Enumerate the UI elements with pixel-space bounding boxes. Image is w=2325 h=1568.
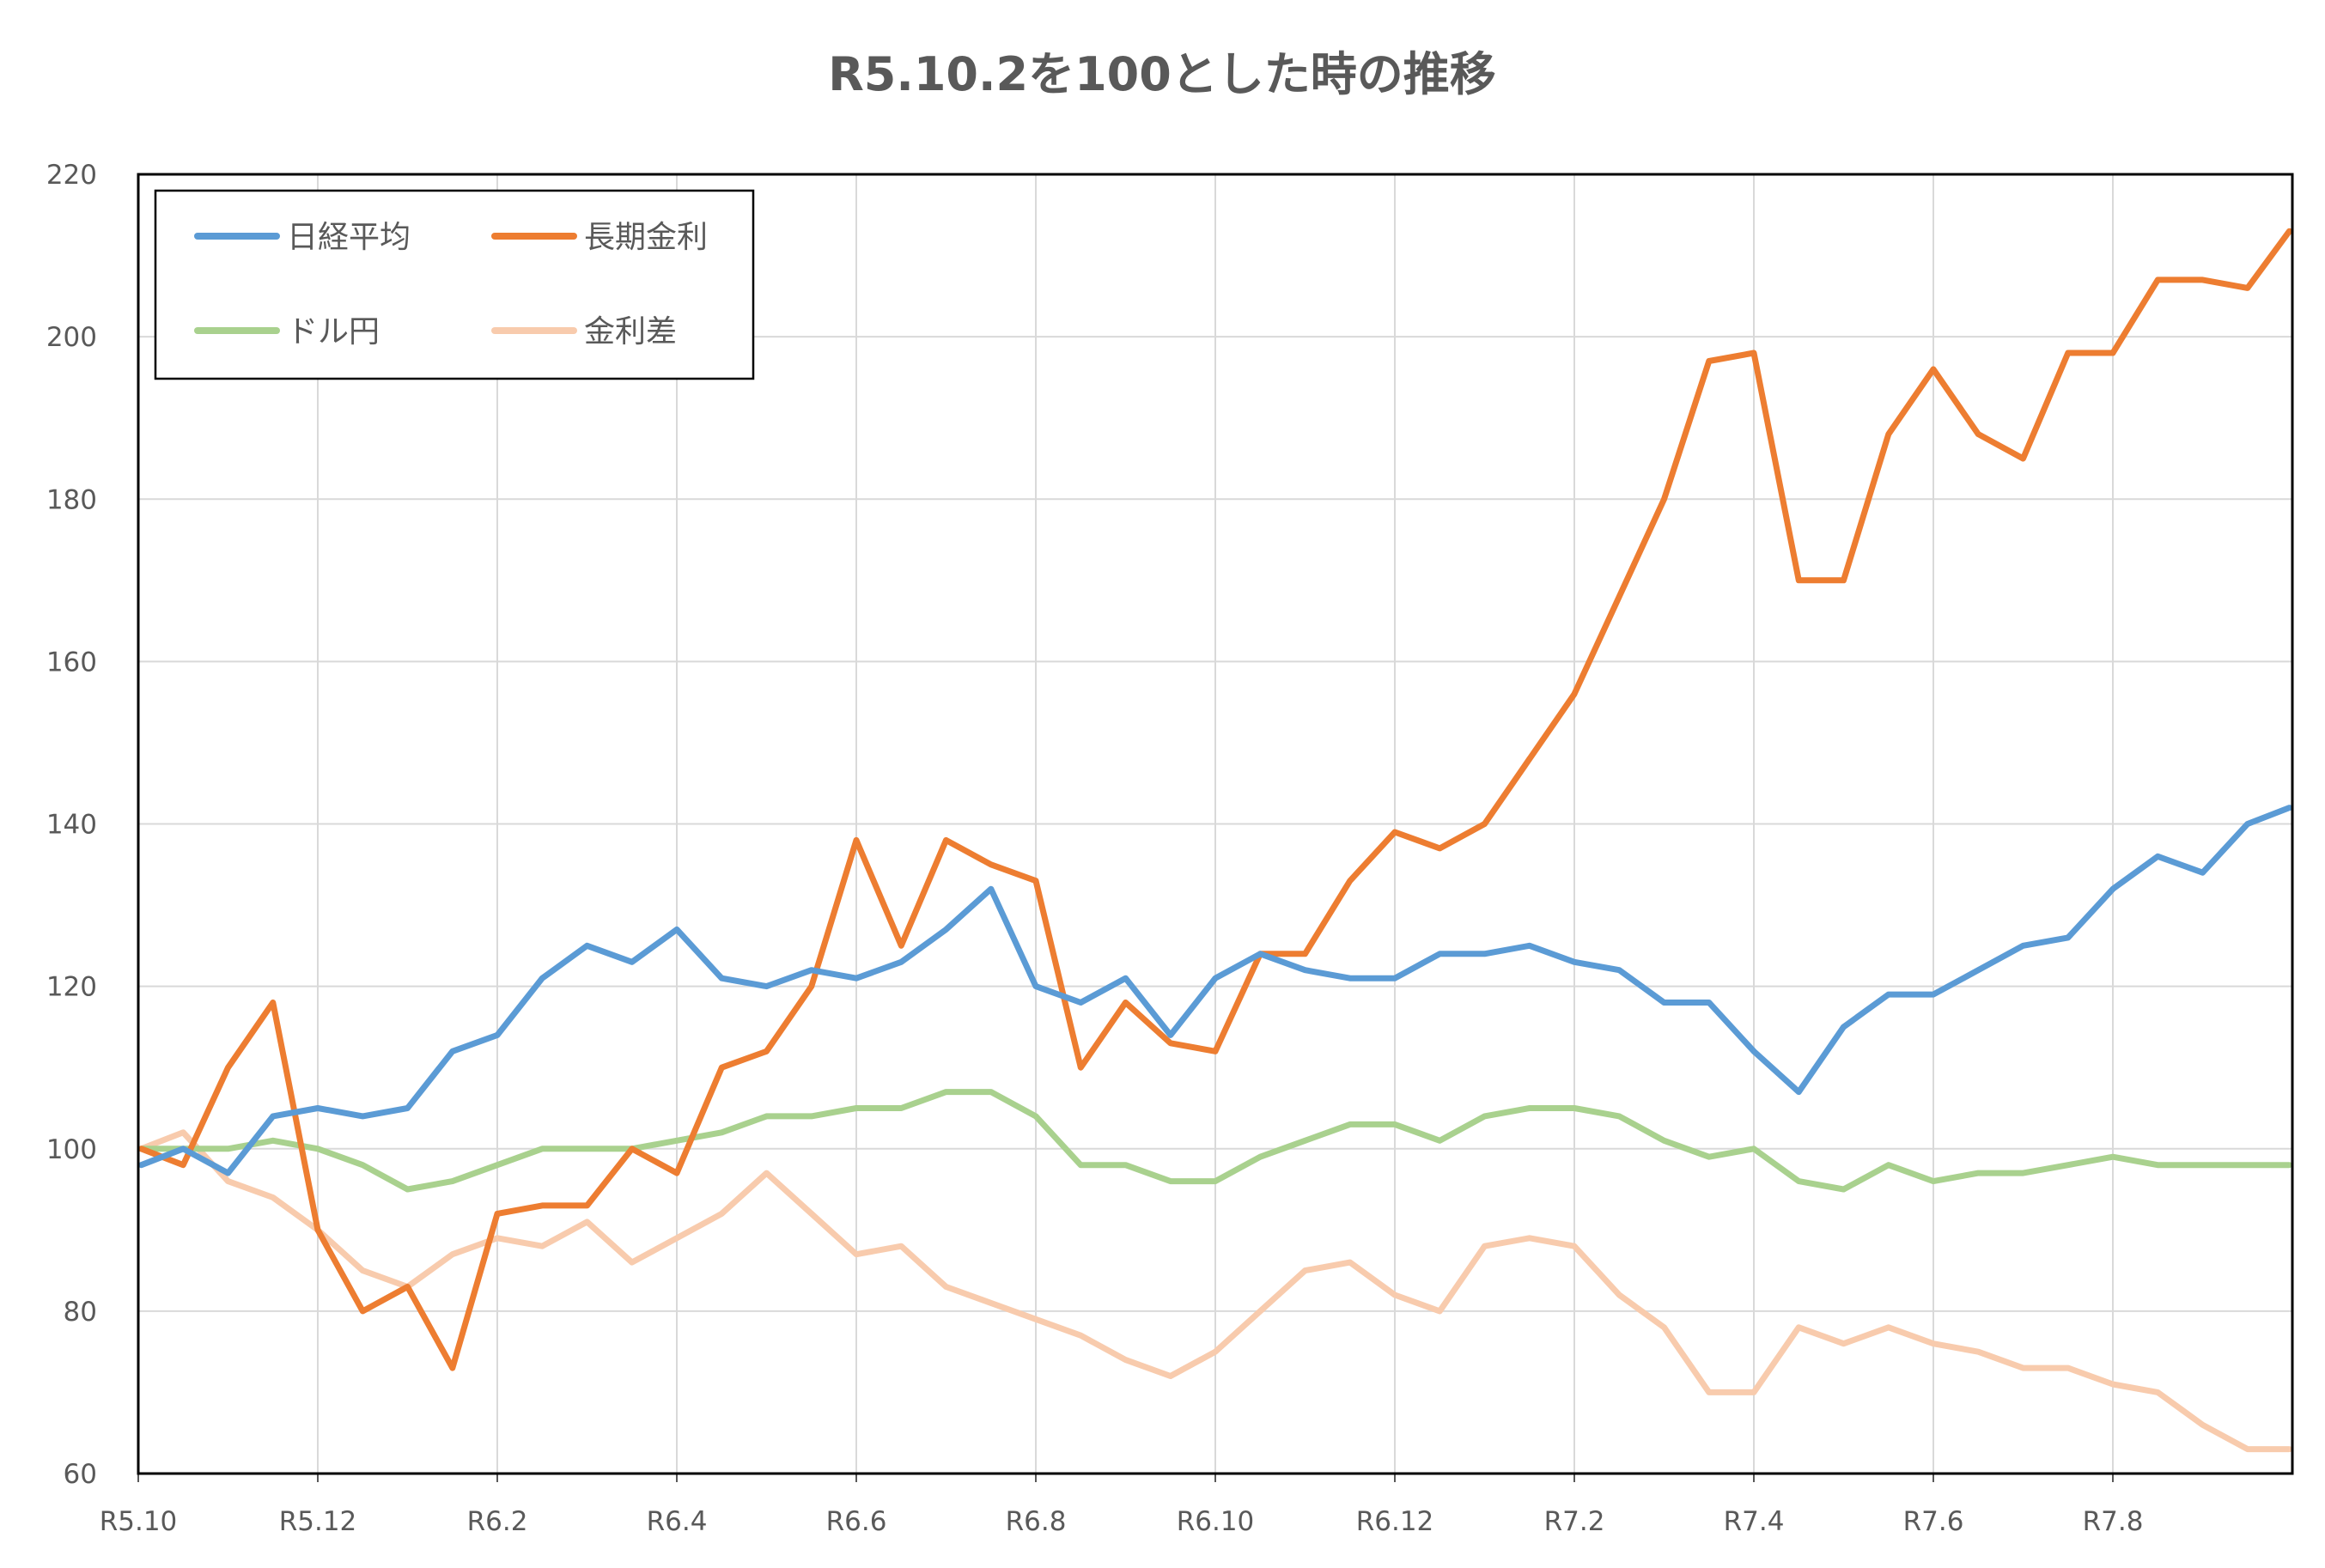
plot-border	[137, 173, 2294, 1475]
x-tick-label: R5.10	[100, 1506, 178, 1537]
legend-label: 金利差	[584, 314, 677, 349]
series-line-4	[138, 1129, 2292, 1453]
x-tick-label: R7.2	[1544, 1506, 1605, 1537]
y-tick-label: 80	[64, 1297, 97, 1328]
series-line-2	[138, 228, 2292, 1371]
series-line-1	[138, 805, 2292, 1176]
y-tick-label: 60	[64, 1459, 97, 1490]
legend-label: 日経平均	[287, 220, 411, 255]
x-axis: R5.10 R5.12 R6.2 R6.4 R6.6 R6.8 R6.10 R6.12 R7.2…	[100, 1474, 2144, 1537]
series-lines	[138, 228, 2292, 1453]
x-tick-label: R7.6	[1903, 1506, 1964, 1537]
x-tick-label: R5.12	[279, 1506, 357, 1537]
y-tick-label: 140	[46, 810, 97, 841]
x-tick-label: R6.12	[1356, 1506, 1434, 1537]
x-tick-label: R6.10	[1177, 1506, 1255, 1537]
series-line-3	[138, 1089, 2292, 1193]
x-tick-label: R6.8	[1006, 1506, 1067, 1537]
x-tick-label: R7.4	[1724, 1506, 1785, 1537]
y-axis: 60 80 100 120 140 160 180 200 220	[46, 160, 97, 1490]
y-tick-label: 120	[46, 972, 97, 1003]
y-tick-label: 160	[46, 647, 97, 678]
legend-box	[154, 189, 755, 380]
chart-title: R5.10.2を100とした時の推移	[828, 47, 1496, 101]
y-tick-label: 220	[46, 160, 97, 191]
y-tick-label: 100	[46, 1134, 97, 1165]
x-tick-label: R7.8	[2083, 1506, 2144, 1537]
legend-label: ドル円	[287, 314, 380, 349]
legend-label: 長期金利	[584, 220, 708, 255]
y-tick-label: 180	[46, 484, 97, 515]
x-tick-label: R6.6	[826, 1506, 887, 1537]
x-tick-label: R6.2	[467, 1506, 528, 1537]
y-tick-label: 200	[46, 322, 97, 353]
x-tick-label: R6.4	[647, 1506, 708, 1537]
